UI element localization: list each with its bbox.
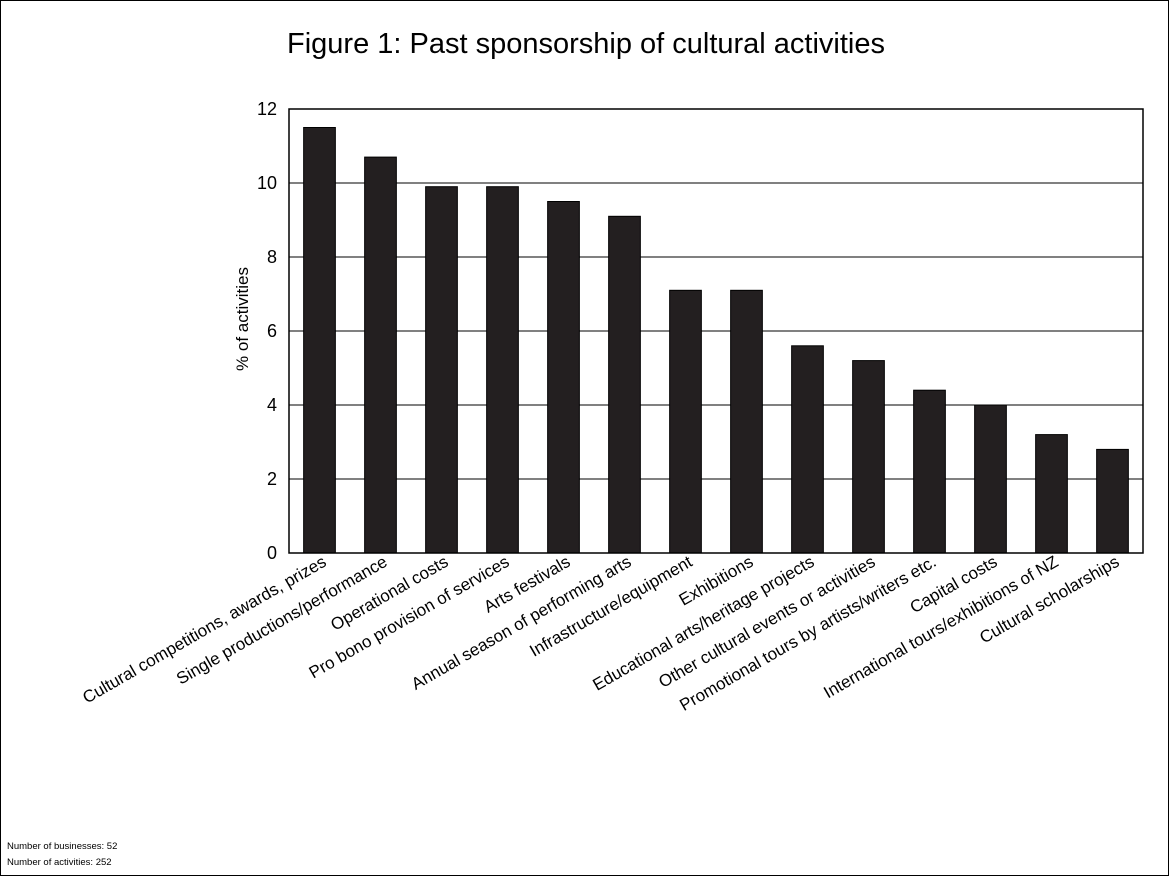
bar [609, 216, 641, 553]
y-axis-ticks: 0 2 4 6 8 10 12 [257, 99, 277, 563]
note-number-of-activities: Number of activities: 252 [7, 857, 112, 868]
bar [304, 128, 336, 554]
bar [670, 290, 702, 553]
x-axis-categories: Cultural competitions, awards, prizesSin… [79, 552, 1122, 715]
y-axis-label: % of activities [233, 267, 252, 371]
bar [914, 390, 946, 553]
bar [731, 290, 763, 553]
bar [1036, 435, 1068, 553]
y-tick-label: 0 [267, 543, 277, 563]
grid-lines [289, 183, 1143, 479]
y-tick-label: 10 [257, 173, 277, 193]
bar [1097, 449, 1129, 553]
bar [792, 346, 824, 553]
y-tick-label: 8 [267, 247, 277, 267]
bar [853, 361, 885, 553]
y-tick-label: 12 [257, 99, 277, 119]
note-number-of-businesses: Number of businesses: 52 [7, 841, 117, 852]
y-tick-label: 2 [267, 469, 277, 489]
y-tick-label: 6 [267, 321, 277, 341]
bar [975, 405, 1007, 553]
chart-title: Figure 1: Past sponsorship of cultural a… [287, 28, 885, 60]
bar [365, 157, 397, 553]
y-tick-label: 4 [267, 395, 277, 415]
x-category-label: Cultural competitions, awards, prizes [79, 552, 329, 707]
bars [304, 128, 1129, 554]
bar [487, 187, 519, 553]
bar [548, 202, 580, 554]
bar [426, 187, 458, 553]
